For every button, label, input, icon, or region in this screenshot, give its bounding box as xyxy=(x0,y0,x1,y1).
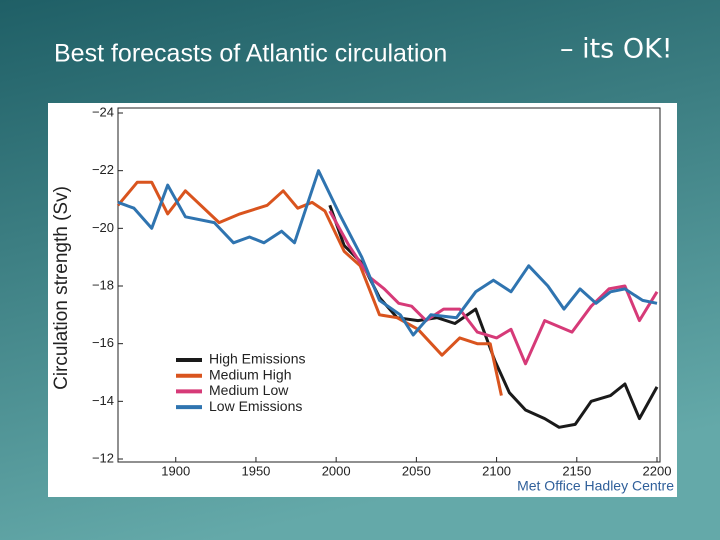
x-tick-label: 2150 xyxy=(562,463,591,478)
y-tick-label: −14 xyxy=(92,393,114,408)
x-tick-label: 1900 xyxy=(161,463,190,478)
y-tick-label: −16 xyxy=(92,335,114,350)
legend-label: Medium Low xyxy=(209,382,289,398)
y-tick-label: −18 xyxy=(92,277,114,292)
legend-label: Medium High xyxy=(209,366,291,382)
plot: −24 −22 −20 −18 −16 −14 −12 1900 1950 2000 2050 210… xyxy=(92,104,672,478)
x-tick-label: 1950 xyxy=(241,463,270,478)
legend-label: High Emissions xyxy=(209,351,305,367)
x-tick-label: 2200 xyxy=(643,463,672,478)
chart-panel xyxy=(48,103,677,497)
y-tick-label: −24 xyxy=(92,104,114,119)
legend-label: Low Emissions xyxy=(209,398,302,414)
y-tick-label: −22 xyxy=(92,162,114,177)
plot-frame xyxy=(117,107,661,463)
series-line xyxy=(328,210,659,366)
series-line xyxy=(117,169,658,337)
x-tick-label: 2050 xyxy=(402,463,431,478)
x-tick-label: 2100 xyxy=(482,463,511,478)
slide-remark: – its OK! xyxy=(560,34,673,65)
y-tick-label: −20 xyxy=(92,220,114,235)
credit: Met Office Hadley Centre xyxy=(517,478,674,494)
y-tick-label: −12 xyxy=(92,450,114,465)
slide-title: Best forecasts of Atlantic circulation xyxy=(54,40,447,68)
x-tick-label: 2000 xyxy=(322,463,351,478)
y-axis-label: Circulation strength (Sv) xyxy=(51,186,72,390)
